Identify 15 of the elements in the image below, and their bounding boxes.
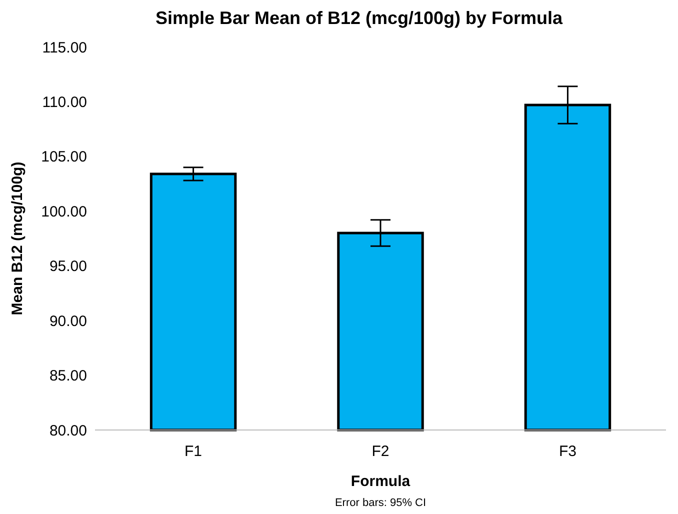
chart-title: Simple Bar Mean of B12 (mcg/100g) by Formula [155, 8, 564, 28]
y-tick-label: 85.00 [49, 368, 87, 385]
y-tick-label: 90.00 [49, 312, 87, 330]
y-axis-title: Mean B12 (mcg/100g) [9, 162, 26, 316]
y-tick-label: 105.00 [41, 148, 87, 166]
y-tick-label: 95.00 [49, 258, 87, 276]
y-tick-label: 100.00 [41, 203, 87, 220]
y-tick-label: 115.00 [42, 39, 87, 56]
y-tick-label: 110.00 [42, 94, 87, 111]
x-tick-label: F1 [184, 443, 202, 460]
x-axis-title: Formula [350, 473, 411, 490]
text: Error bars: 95% CI [334, 497, 426, 509]
x-tick-label: F3 [558, 443, 576, 460]
x-tick-label: F2 [372, 443, 390, 460]
y-tick-label: 80.00 [49, 422, 87, 440]
